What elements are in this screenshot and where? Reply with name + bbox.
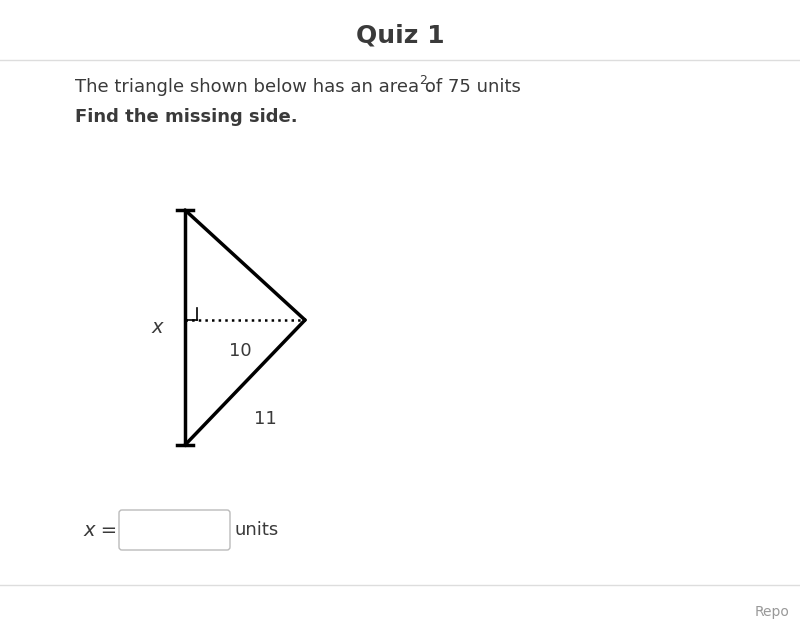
Text: Repo: Repo	[755, 605, 790, 619]
Text: 2: 2	[419, 74, 427, 87]
FancyBboxPatch shape	[119, 510, 230, 550]
Text: .: .	[426, 78, 432, 96]
Text: 11: 11	[254, 410, 276, 429]
Text: 10: 10	[229, 342, 251, 360]
Text: x: x	[151, 318, 162, 337]
Text: The triangle shown below has an area of 75 units: The triangle shown below has an area of …	[75, 78, 521, 96]
Text: units: units	[235, 521, 279, 539]
Text: Find the missing side.: Find the missing side.	[75, 108, 298, 126]
Text: x =: x =	[84, 520, 118, 540]
Text: Quiz 1: Quiz 1	[356, 23, 444, 47]
